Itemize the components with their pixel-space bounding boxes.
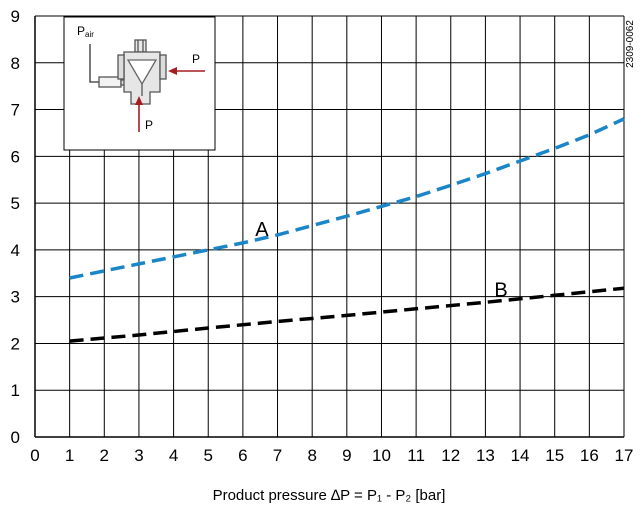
valve-icon xyxy=(89,39,167,105)
x-tick-label: 3 xyxy=(134,446,143,465)
arrow-right-head xyxy=(168,67,177,75)
x-tick-label: 13 xyxy=(476,446,495,465)
p-bottom-label: P xyxy=(145,118,153,132)
x-tick-label: 7 xyxy=(273,446,282,465)
document-id: 2309-0062 xyxy=(625,20,636,68)
y-tick-label: 9 xyxy=(11,7,20,26)
y-tick-label: 1 xyxy=(11,381,20,400)
x-tick-label: 11 xyxy=(407,446,425,465)
x-tick-label: 0 xyxy=(30,446,39,465)
x-tick-label: 4 xyxy=(169,446,178,465)
y-tick-label: 0 xyxy=(11,428,20,447)
p-right-label: P xyxy=(192,52,200,66)
y-tick-label: 4 xyxy=(11,241,20,260)
x-tick-label: 14 xyxy=(511,446,530,465)
x-tick-label: 5 xyxy=(204,446,213,465)
arrow-icon xyxy=(135,67,205,132)
y-tick-label: 8 xyxy=(11,54,20,73)
series-lines xyxy=(69,117,625,343)
y-tick-labels: 0 1 2 3 4 5 6 7 8 9 xyxy=(11,7,20,447)
series-line-b xyxy=(69,286,625,343)
x-tick-label: 8 xyxy=(307,446,316,465)
x-tick-label: 15 xyxy=(545,446,564,465)
x-tick-label: 6 xyxy=(238,446,247,465)
curve-label-b: B xyxy=(494,280,507,302)
axes xyxy=(34,16,624,438)
series-line-a xyxy=(69,117,625,280)
y-tick-label: 5 xyxy=(11,194,20,213)
x-axis-label: Product pressure ∆P = P₁ - P₂ [bar] xyxy=(213,487,446,504)
x-tick-label: 1 xyxy=(65,446,74,465)
x-tick-label: 9 xyxy=(342,446,351,465)
curve-label-a: A xyxy=(255,219,269,241)
y-tick-label: 3 xyxy=(11,288,20,307)
x-tick-label: 16 xyxy=(580,446,599,465)
x-tick-label: 17 xyxy=(615,446,634,465)
y-tick-label: 7 xyxy=(11,101,20,120)
y-tick-label: 6 xyxy=(11,147,20,166)
x-tick-label: 10 xyxy=(372,446,391,465)
x-tick-label: 12 xyxy=(441,446,460,465)
x-tick-label: 2 xyxy=(100,446,109,465)
valve-schematic-inset: Pair P P xyxy=(63,16,216,151)
x-tick-labels: 0 1 2 3 4 5 6 7 8 9 10 11 12 13 14 15 16 17 xyxy=(30,446,633,465)
y-tick-label: 2 xyxy=(11,334,20,353)
arrow-up-head xyxy=(135,96,143,105)
p-air-label: Pair xyxy=(77,24,94,39)
curve-labels: AB xyxy=(255,219,507,302)
